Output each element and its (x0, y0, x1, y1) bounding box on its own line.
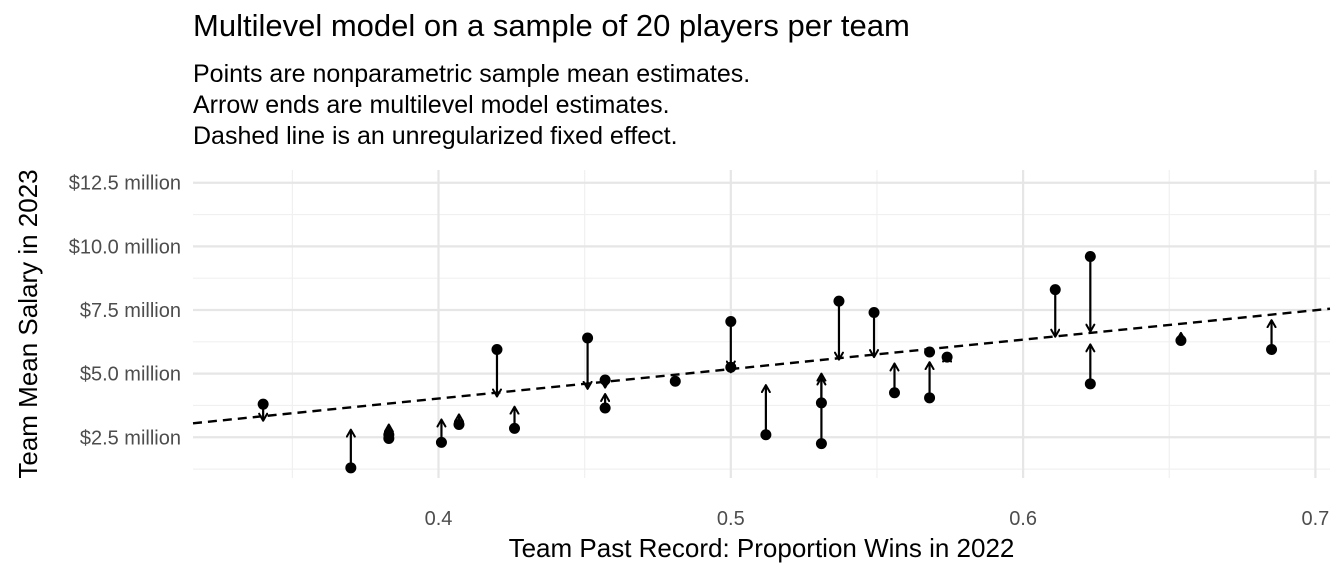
subtitle-line-3: Dashed line is an unregularized fixed ef… (193, 122, 678, 150)
sample-mean-point (888, 387, 900, 399)
x-axis-ticks: 0.4 0.5 0.6 0.7 (425, 508, 1330, 530)
subtitle-line-1: Points are nonparametric sample mean est… (193, 60, 751, 88)
subtitle-line-2: Arrow ends are multilevel model estimate… (193, 91, 670, 119)
sample-mean-point (725, 315, 737, 327)
x-tick-label: 0.5 (717, 508, 745, 530)
sample-mean-point (760, 429, 772, 441)
sample-mean-point (725, 361, 737, 373)
arrows-group (258, 256, 1277, 468)
y-tick-label: $12.5 million (69, 173, 181, 195)
sample-mean-point (1084, 378, 1096, 390)
sample-mean-point (924, 346, 936, 358)
chart-title: Multilevel model on a sample of 20 playe… (193, 8, 910, 43)
sample-mean-point (833, 295, 845, 307)
sample-mean-point (582, 332, 594, 344)
y-tick-label: $10.0 million (69, 236, 181, 258)
sample-mean-point (599, 402, 611, 414)
sample-mean-point (815, 438, 827, 450)
minor-gridlines (193, 170, 1330, 478)
y-tick-label: $2.5 million (80, 427, 181, 449)
sample-mean-point (924, 392, 936, 404)
sample-mean-point (1084, 251, 1096, 263)
chart-subtitle: Points are nonparametric sample mean est… (193, 59, 750, 152)
x-tick-label: 0.7 (1301, 508, 1329, 530)
sample-mean-point (491, 343, 503, 355)
fixed-effect-line (192, 307, 1331, 425)
sample-mean-point (453, 419, 465, 431)
sample-mean-point (257, 398, 269, 410)
sample-mean-point (435, 436, 447, 448)
y-axis-label: Team Mean Salary in 2023 (13, 169, 43, 478)
sample-mean-point (1266, 343, 1278, 355)
x-axis-label: Team Past Record: Proportion Wins in 202… (509, 533, 1015, 563)
fixed-effect-line-group (192, 307, 1331, 425)
sample-mean-point (941, 351, 953, 363)
sample-mean-point (1175, 335, 1187, 347)
sample-mean-point (1049, 284, 1061, 296)
sample-mean-point (345, 462, 357, 474)
x-tick-label: 0.4 (425, 508, 453, 530)
y-axis-ticks: $2.5 million $5.0 million $7.5 million $10.… (69, 173, 181, 450)
sample-mean-point (509, 422, 521, 434)
sample-mean-point (383, 433, 395, 445)
x-tick-label: 0.6 (1009, 508, 1037, 530)
sample-mean-point (868, 307, 880, 319)
sample-mean-point (815, 397, 827, 409)
y-tick-label: $7.5 million (80, 300, 181, 322)
y-tick-label: $5.0 million (80, 364, 181, 386)
points-group (257, 251, 1278, 474)
sample-mean-point (599, 374, 611, 386)
sample-mean-point (669, 375, 681, 387)
